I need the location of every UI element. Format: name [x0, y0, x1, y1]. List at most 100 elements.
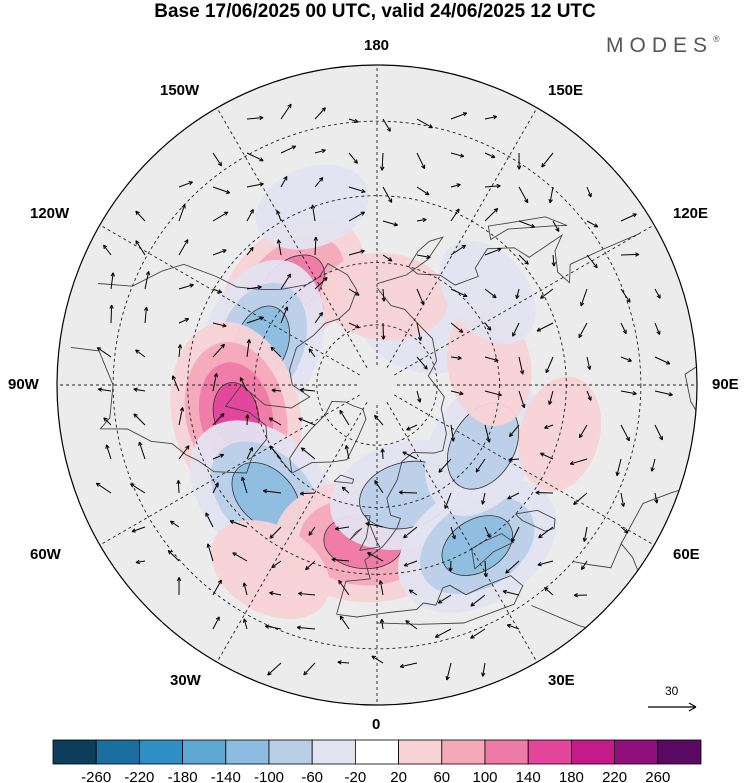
- wind-vector-158: [437, 594, 452, 604]
- wind-vector-160: [445, 662, 452, 681]
- wind-vector-48: [246, 152, 264, 162]
- wind-vector-96: [303, 662, 316, 676]
- wind-vector-133: [416, 322, 423, 341]
- wind-vector-33: [212, 186, 231, 194]
- wind-vector-116: [382, 254, 393, 262]
- wind-vector-156: [450, 526, 456, 540]
- wind-vector-140: [403, 560, 418, 567]
- coastline-6: [359, 514, 381, 551]
- wind-vector-186: [509, 424, 520, 438]
- wind-vector-152: [450, 390, 464, 396]
- wind-vector-85: [314, 277, 328, 290]
- wind-vector-36: [212, 288, 223, 294]
- wind-vector-45: [212, 579, 222, 596]
- wind-vector-74: [262, 488, 282, 494]
- wind-vector-206: [544, 587, 554, 596]
- wind-vector-137: [402, 451, 418, 460]
- wind-vector-51: [246, 246, 254, 256]
- wind-vector-113: [380, 152, 385, 171]
- wind-vector-236: [654, 492, 659, 504]
- wind-vector-64: [280, 145, 297, 154]
- wind-vector-9: [135, 240, 146, 256]
- wind-vector-178: [516, 152, 522, 170]
- colorbar-tick-label-12: 220: [602, 769, 627, 783]
- wind-vector-189: [511, 526, 520, 543]
- wind-vector-164: [484, 207, 499, 222]
- wind-vector-38: [212, 343, 225, 358]
- wind-vector-115: [382, 220, 398, 227]
- wind-vector-192: [506, 623, 520, 630]
- wind-vector-195: [552, 220, 560, 232]
- wind-vector-128: [416, 152, 426, 170]
- wind-vector-136: [406, 424, 418, 431]
- lon-label-90e: 90E: [712, 376, 739, 393]
- wind-vector-159: [434, 628, 452, 638]
- colorbar-box-2: [138, 739, 183, 765]
- wind-vector-47: [246, 115, 264, 121]
- colorbar-box-12: [571, 739, 616, 765]
- lon-label-30w: 30W: [170, 672, 201, 689]
- wind-vector-220: [620, 213, 637, 222]
- wind-vector-75: [269, 526, 282, 539]
- wind-vector-57: [246, 447, 253, 460]
- wind-vector-171: [475, 458, 486, 473]
- wind-vector-108: [331, 557, 350, 562]
- wind-vector-90: [300, 447, 316, 460]
- wind-vector-83: [310, 204, 316, 222]
- wind-vector-161: [484, 115, 498, 120]
- colorbar-box-0: [52, 739, 97, 765]
- wind-vector-134: [416, 356, 428, 370]
- wind-vector-4: [97, 387, 112, 392]
- wind-vector-15: [138, 441, 146, 460]
- meridian-60: [394, 394, 655, 546]
- wind-vector-179: [518, 186, 529, 204]
- meridian-30: [386, 402, 538, 663]
- wind-vector-104: [339, 409, 350, 426]
- wind-vector-20: [178, 204, 186, 222]
- meridian-120: [394, 224, 655, 376]
- wind-vector-46: [212, 616, 220, 630]
- wind-vector-103: [348, 322, 360, 329]
- coastline-7: [349, 527, 363, 541]
- wind-vector-27: [178, 445, 190, 460]
- wind-vector-166: [484, 288, 497, 299]
- wind-vector-203: [535, 490, 554, 495]
- wind-vector-118: [381, 322, 386, 340]
- wind-vector-194: [548, 186, 554, 204]
- wind-vector-101: [348, 249, 365, 256]
- lon-label-90w: 90W: [8, 376, 39, 393]
- wind-vector-165: [484, 247, 502, 256]
- wind-vector-29: [170, 520, 180, 528]
- colorbar-box-5: [268, 739, 313, 765]
- wind-vector-72: [268, 417, 282, 426]
- wind-vector-61: [242, 582, 248, 596]
- wind-vector-216: [573, 492, 588, 505]
- colorbar-box-13: [614, 739, 659, 765]
- coastline-9: [515, 509, 556, 532]
- wind-vector-227: [615, 458, 622, 477]
- registered-mark: ®: [713, 34, 720, 44]
- colorbar-box-1: [95, 739, 140, 765]
- coastline-0: [70, 289, 358, 474]
- colorbar-box-10: [484, 739, 529, 765]
- coastline-3: [333, 474, 355, 484]
- coastline-4: [336, 287, 447, 615]
- wind-vector-87: [308, 348, 316, 358]
- wind-vector-78: [265, 624, 282, 630]
- wind-vector-95: [296, 625, 316, 630]
- wind-vector-58: [241, 476, 248, 494]
- wind-vector-208: [586, 220, 599, 228]
- latitude-circle-30: [112, 120, 642, 650]
- wind-vector-221: [620, 252, 640, 257]
- wind-vector-175: [470, 594, 486, 607]
- meridian--120: [99, 224, 360, 376]
- wind-vector-151: [450, 355, 462, 361]
- colorbar-box-3: [182, 739, 227, 765]
- colorbar-box-4: [225, 739, 270, 765]
- wind-vector-234: [654, 424, 663, 441]
- wind-vector-39: [212, 373, 219, 392]
- wind-vector-138: [398, 490, 418, 495]
- wind-vector-21: [178, 239, 189, 256]
